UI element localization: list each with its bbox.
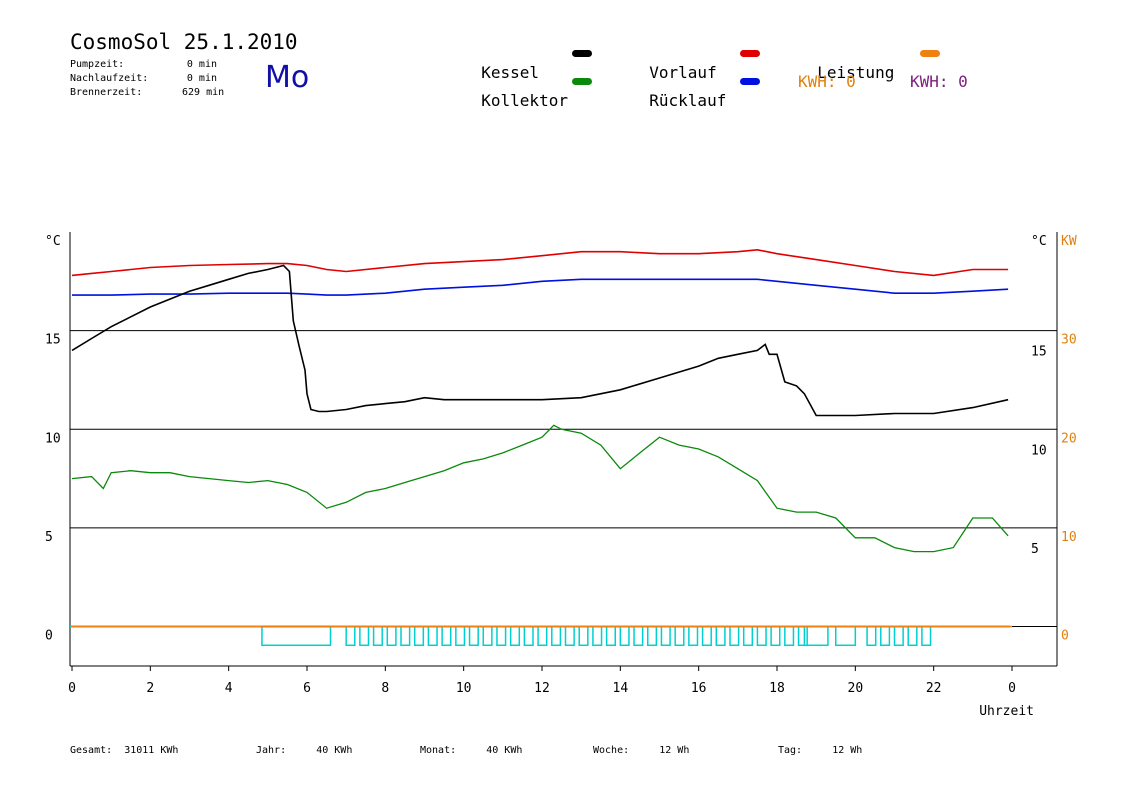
y-tick-left-15: 15 bbox=[45, 333, 61, 348]
y-tick-power-30: 30 bbox=[1061, 333, 1077, 348]
burner-pulse-18 bbox=[592, 625, 603, 647]
chart-title: CosmoSol 25.1.2010 bbox=[70, 30, 298, 54]
burner-pulse-10 bbox=[482, 625, 493, 647]
burner-pulse-14 bbox=[537, 625, 548, 647]
burner-pulse-15 bbox=[551, 625, 562, 647]
legend-kessel-swatch bbox=[572, 50, 592, 57]
legend-ruecklauf-swatch bbox=[740, 78, 760, 85]
x-axis-label: Uhrzeit bbox=[979, 704, 1034, 719]
weekday-label: Mo bbox=[265, 60, 310, 95]
x-tick-label-2: 4 bbox=[225, 681, 233, 696]
footer-jahr: Jahr: 40 KWh bbox=[256, 745, 353, 756]
footer-woche: Woche: 12 Wh bbox=[593, 745, 690, 756]
burner-pulse-7 bbox=[441, 625, 452, 647]
footer-gesamt: Gesamt: 31011 KWh bbox=[70, 745, 179, 756]
burner-pulse-23 bbox=[660, 625, 671, 647]
kwh-second: KWH: 0 bbox=[910, 72, 968, 91]
y-tick-right-15: 15 bbox=[1031, 345, 1047, 360]
x-tick-label-4: 8 bbox=[381, 681, 389, 696]
burner-pulse-8 bbox=[455, 625, 466, 647]
x-tick-label-11: 22 bbox=[926, 681, 942, 696]
y-unit-right: °C bbox=[1031, 234, 1047, 249]
y-tick-power-20: 20 bbox=[1061, 431, 1077, 446]
legend-leistung-swatch bbox=[920, 50, 940, 57]
x-tick-label-8: 16 bbox=[691, 681, 707, 696]
burner-block-0 bbox=[261, 625, 332, 647]
stat-nachlaufzeit: Nachlaufzeit: 0 min bbox=[70, 73, 217, 84]
burner-pulse-27 bbox=[715, 625, 726, 647]
burner-pulse-2 bbox=[372, 625, 383, 647]
burner-pulse-30 bbox=[756, 625, 767, 647]
burner-pulse-29 bbox=[742, 625, 754, 647]
burner-pulse-38 bbox=[921, 625, 932, 647]
burner-pulse-34 bbox=[866, 625, 877, 647]
x-tick-label-3: 6 bbox=[303, 681, 311, 696]
burner-pulse-16 bbox=[564, 625, 575, 647]
footer-tag: Tag: 12 Wh bbox=[778, 745, 863, 756]
burner-pulse-19 bbox=[605, 625, 616, 647]
y-tick-left-10: 10 bbox=[45, 431, 61, 446]
x-tick-label-7: 14 bbox=[613, 681, 629, 696]
y-tick-left-5: 5 bbox=[45, 530, 53, 545]
burner-pulse-35 bbox=[880, 625, 891, 647]
burner-pulse-9 bbox=[468, 625, 479, 647]
burner-pulse-22 bbox=[647, 625, 658, 647]
y-tick-right-10: 10 bbox=[1031, 443, 1047, 458]
x-tick-label-12: 0 bbox=[1008, 681, 1016, 696]
legend-kollektor: Kollektor bbox=[462, 72, 592, 129]
burner-pulse-32 bbox=[784, 625, 795, 647]
x-tick-label-5: 10 bbox=[456, 681, 472, 696]
burner-pulse-13 bbox=[523, 625, 534, 647]
burner-block-2 bbox=[835, 625, 857, 647]
burner-pulse-17 bbox=[578, 625, 589, 647]
burner-pulse-36 bbox=[893, 625, 904, 647]
footer-monat: Monat: 40 KWh bbox=[420, 745, 523, 756]
y-tick-left-0: 0 bbox=[45, 629, 53, 644]
legend-leistung: Leistung bbox=[798, 44, 940, 101]
burner-pulse-24 bbox=[674, 625, 685, 647]
burner-pulse-28 bbox=[729, 625, 740, 647]
burner-pulse-11 bbox=[496, 625, 507, 647]
series-vorlauf-line bbox=[71, 248, 1009, 277]
burner-pulse-12 bbox=[509, 625, 521, 647]
burner-pulse-33 bbox=[797, 625, 808, 647]
series-kollektor-line bbox=[71, 424, 1009, 553]
burner-pulse-37 bbox=[907, 625, 918, 647]
burner-pulse-6 bbox=[427, 625, 438, 647]
burner-pulse-20 bbox=[619, 625, 630, 647]
burner-pulse-5 bbox=[413, 625, 425, 647]
x-tick-label-9: 18 bbox=[769, 681, 785, 696]
burner-pulse-26 bbox=[701, 625, 712, 647]
series-ruecklauf-line bbox=[72, 278, 1009, 296]
stat-pumpzeit: Pumpzeit: 0 min bbox=[70, 59, 217, 70]
burner-block-1 bbox=[803, 625, 829, 647]
legend-vorlauf: Vorlauf bbox=[630, 44, 760, 101]
y-tick-power-10: 10 bbox=[1061, 530, 1077, 545]
burner-pulse-31 bbox=[770, 625, 781, 647]
x-tick-label-0: 0 bbox=[68, 681, 76, 696]
burner-pulse-21 bbox=[633, 625, 644, 647]
burner-pulse-25 bbox=[688, 625, 699, 647]
x-tick-label-6: 12 bbox=[534, 681, 550, 696]
x-tick-label-1: 2 bbox=[146, 681, 154, 696]
burner-pulse-4 bbox=[400, 625, 411, 647]
legend-kollektor-swatch bbox=[572, 78, 592, 85]
series-kessel-line bbox=[71, 264, 1009, 417]
burner-pulse-1 bbox=[359, 625, 370, 647]
legend-vorlauf-swatch bbox=[740, 50, 760, 57]
stat-brennerzeit: Brennerzeit: 629 min bbox=[70, 87, 225, 98]
y-unit-left: °C bbox=[45, 234, 61, 249]
y-tick-right-5: 5 bbox=[1031, 542, 1039, 557]
y-tick-power-0: 0 bbox=[1061, 629, 1069, 644]
burner-pulse-0 bbox=[345, 625, 356, 647]
x-tick-label-10: 20 bbox=[848, 681, 864, 696]
y-unit-power: KW bbox=[1061, 234, 1077, 249]
legend-kessel: Kessel bbox=[462, 44, 592, 101]
legend-ruecklauf: Rücklauf bbox=[630, 72, 760, 129]
kwh-leistung: KWH: 0 bbox=[798, 72, 856, 91]
burner-pulse-3 bbox=[386, 625, 397, 647]
